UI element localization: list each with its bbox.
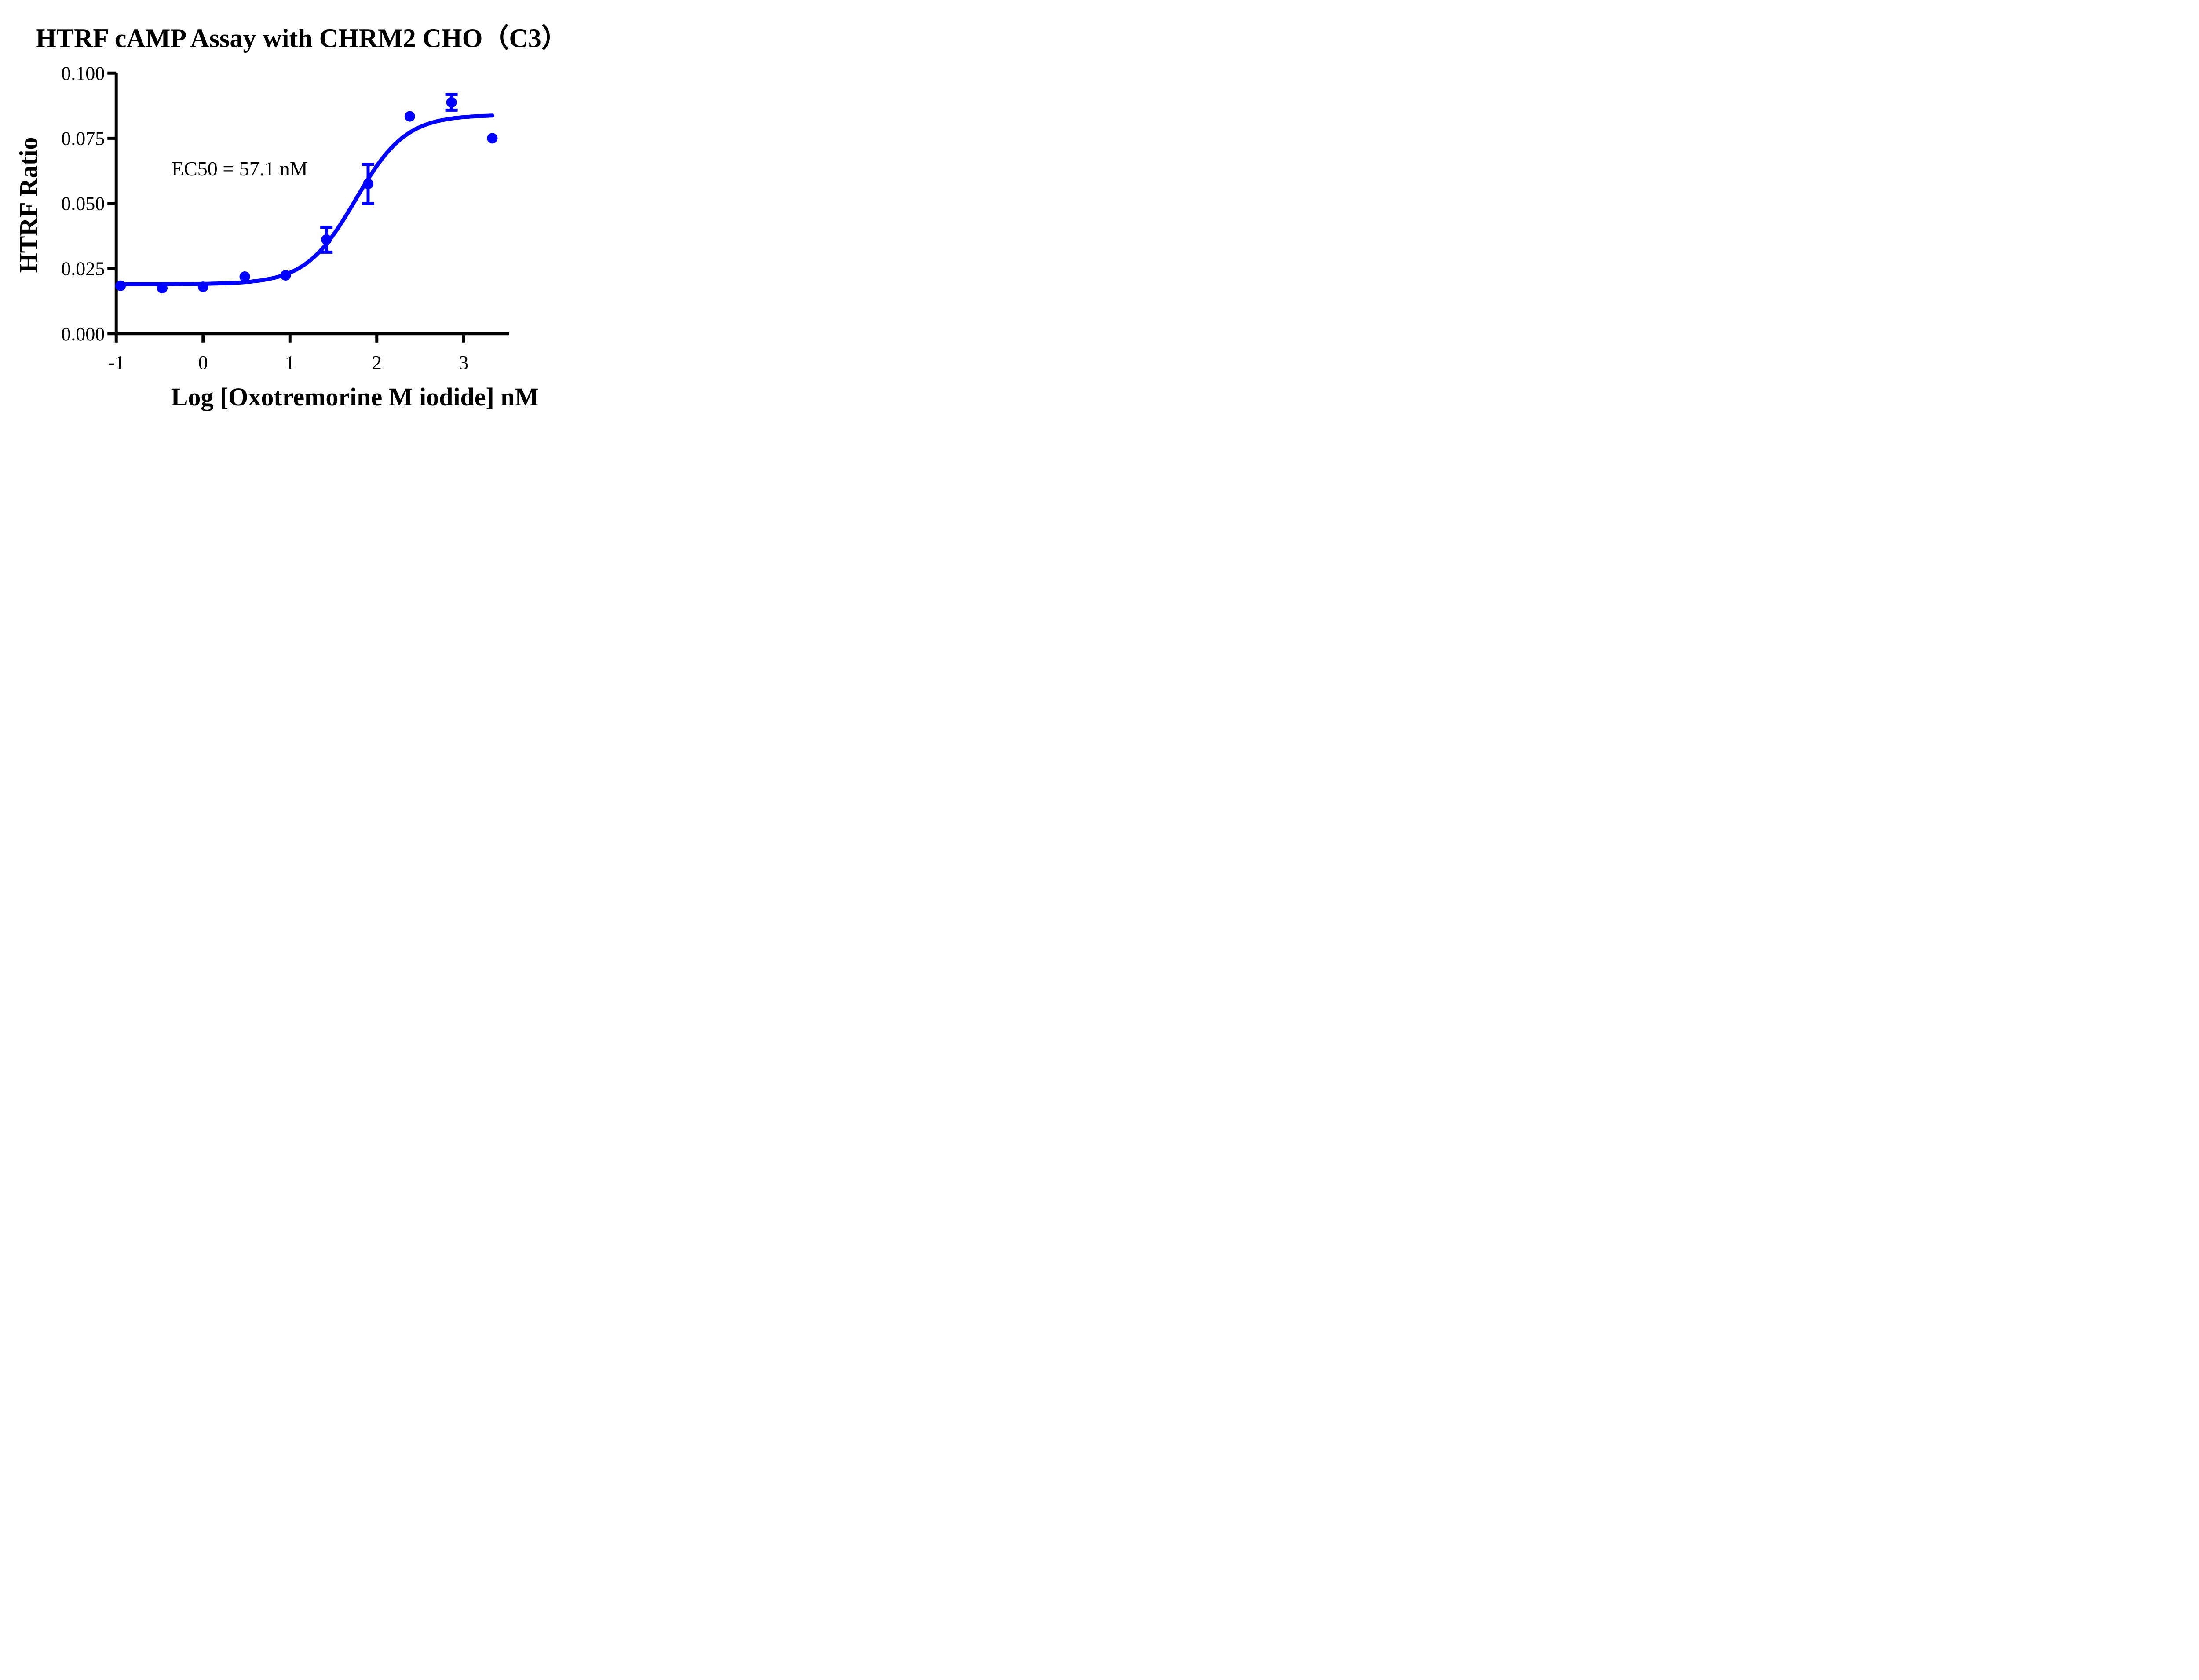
dose-response-chart: HTRF cAMP Assay with CHRM2 CHO（C3） HTRF … [14, 23, 568, 411]
x-tick-label: 2 [372, 352, 382, 373]
data-point [487, 133, 498, 144]
y-axis-label: HTRF Ratio [14, 137, 43, 273]
y-tick-label: 0.000 [61, 323, 105, 345]
chart-figure: HTRF cAMP Assay with CHRM2 CHO（C3） HTRF … [0, 0, 587, 420]
data-point [363, 179, 373, 190]
data-point [446, 97, 457, 108]
axes-group: 0.000 0.025 0.050 0.075 0.100 -1 0 1 2 3 [61, 62, 509, 373]
x-tick-label: 3 [459, 352, 468, 373]
series-group [115, 93, 498, 294]
x-tick-label: 1 [285, 352, 295, 373]
x-tick-label: -1 [108, 352, 124, 373]
chart-title: HTRF cAMP Assay with CHRM2 CHO（C3） [36, 23, 567, 53]
x-axis-label: Log [Oxotremorine M iodide] nM [171, 383, 539, 411]
y-tick-label: 0.050 [61, 193, 105, 215]
data-point [239, 271, 250, 282]
data-point [157, 283, 168, 294]
data-point [115, 280, 126, 291]
ec50-annotation: EC50 = 57.1 nM [172, 157, 308, 180]
x-tick-label: 0 [198, 352, 208, 373]
y-tick-label: 0.100 [61, 62, 105, 84]
data-point [321, 234, 332, 245]
data-point [404, 111, 415, 122]
y-tick-label: 0.025 [61, 258, 105, 280]
data-point [197, 281, 208, 292]
y-tick-label: 0.075 [61, 128, 105, 149]
data-point [280, 270, 291, 281]
fit-curve [118, 113, 494, 286]
